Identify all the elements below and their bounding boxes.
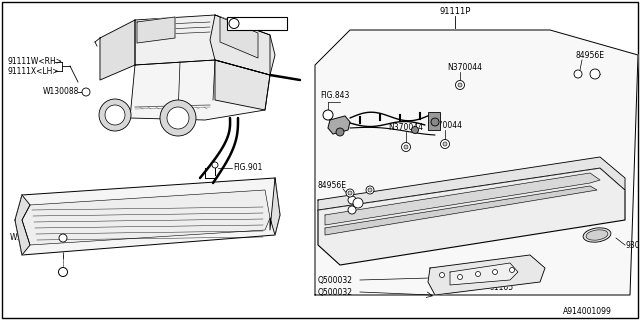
Circle shape (412, 126, 419, 133)
Ellipse shape (586, 230, 608, 240)
Polygon shape (15, 195, 30, 255)
Polygon shape (325, 173, 600, 225)
Circle shape (348, 191, 352, 195)
Circle shape (493, 269, 497, 275)
Circle shape (456, 81, 465, 90)
Polygon shape (210, 15, 275, 75)
Circle shape (458, 83, 462, 87)
Circle shape (323, 110, 333, 120)
Circle shape (346, 189, 354, 197)
Text: Q500032: Q500032 (318, 287, 353, 297)
Polygon shape (215, 60, 270, 110)
Text: FIG.901: FIG.901 (233, 164, 262, 172)
Circle shape (348, 196, 356, 204)
Text: W300065: W300065 (241, 19, 278, 28)
Polygon shape (318, 157, 625, 210)
Text: 91165: 91165 (490, 283, 514, 292)
Text: 91111P: 91111P (439, 7, 470, 17)
Polygon shape (137, 17, 175, 43)
Text: 84956E: 84956E (575, 52, 604, 60)
Bar (227, 17, 287, 30)
Circle shape (353, 198, 363, 208)
Text: 93033D: 93033D (626, 241, 640, 250)
Circle shape (59, 234, 67, 242)
Text: 84956E: 84956E (318, 180, 347, 189)
Polygon shape (100, 20, 135, 80)
Circle shape (590, 69, 600, 79)
Text: N370044: N370044 (388, 124, 423, 132)
Circle shape (212, 162, 218, 168)
Polygon shape (22, 190, 270, 245)
Polygon shape (450, 263, 518, 285)
Bar (428, 112, 440, 130)
Ellipse shape (583, 228, 611, 242)
Polygon shape (135, 15, 270, 75)
Text: A914001099: A914001099 (563, 308, 612, 316)
Text: 1: 1 (326, 113, 330, 117)
Polygon shape (270, 178, 280, 235)
Circle shape (336, 128, 344, 136)
Polygon shape (318, 168, 625, 265)
Circle shape (167, 107, 189, 129)
Circle shape (105, 105, 125, 125)
Circle shape (99, 99, 131, 131)
Circle shape (443, 142, 447, 146)
Circle shape (509, 268, 515, 273)
Circle shape (229, 19, 239, 28)
Circle shape (160, 100, 196, 136)
Circle shape (401, 142, 410, 151)
Text: 91111W<RH>: 91111W<RH> (8, 58, 63, 67)
Polygon shape (428, 255, 545, 295)
Text: FIG.843: FIG.843 (320, 92, 349, 100)
Circle shape (82, 88, 90, 96)
Circle shape (404, 145, 408, 149)
Polygon shape (220, 17, 258, 58)
Polygon shape (315, 30, 638, 295)
Text: N370044: N370044 (447, 63, 482, 73)
Circle shape (476, 271, 481, 276)
Polygon shape (328, 116, 350, 134)
Circle shape (58, 268, 67, 276)
Polygon shape (130, 60, 270, 120)
Polygon shape (15, 178, 280, 255)
Circle shape (368, 188, 372, 192)
Circle shape (440, 140, 449, 148)
Circle shape (431, 118, 439, 126)
Circle shape (366, 186, 374, 194)
Text: N370044: N370044 (427, 121, 462, 130)
Circle shape (348, 206, 356, 214)
Circle shape (440, 273, 445, 277)
Text: W140055: W140055 (10, 234, 47, 243)
Text: 1: 1 (232, 21, 236, 26)
Polygon shape (325, 186, 597, 235)
Text: 91111X<LH>: 91111X<LH> (8, 67, 60, 76)
Text: W130088: W130088 (43, 87, 79, 97)
Circle shape (458, 275, 463, 279)
Circle shape (574, 70, 582, 78)
Text: Q500032: Q500032 (318, 276, 353, 284)
